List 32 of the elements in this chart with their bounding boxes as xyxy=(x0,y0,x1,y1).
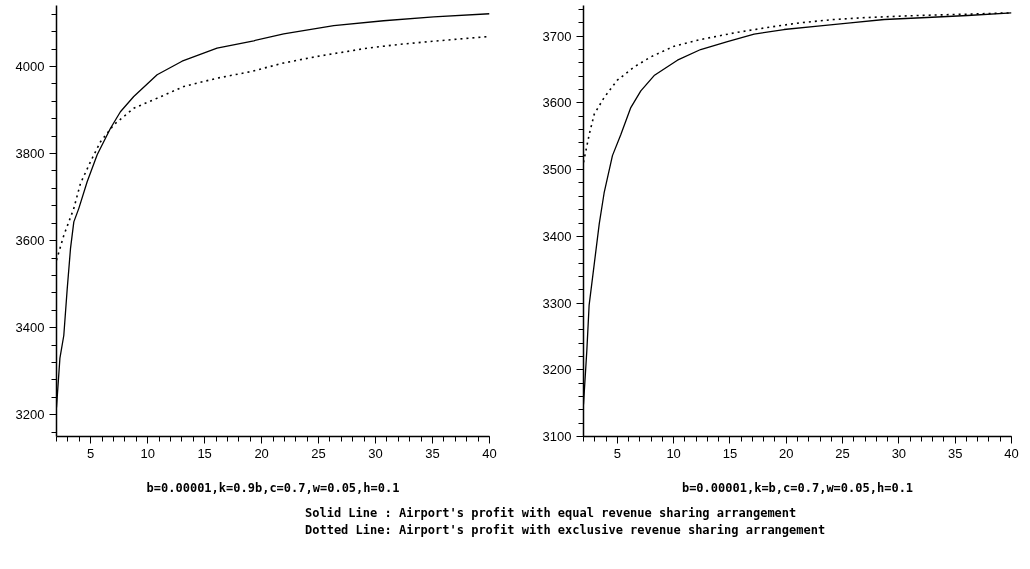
x-tick-label: 25 xyxy=(311,445,326,461)
y-tick-label: 3800 xyxy=(15,146,45,162)
y-tick-label: 3400 xyxy=(15,320,45,336)
y-tick-label: 4000 xyxy=(15,58,45,74)
y-tick-label: 3200 xyxy=(15,407,45,423)
text: Dotted Line: Airport's profit with exclusive revenue sharing arrangement xyxy=(305,523,826,537)
x-tick-label: 30 xyxy=(368,445,383,461)
y-tick-label: 3600 xyxy=(542,95,572,111)
y-tick-label: 3100 xyxy=(542,429,572,444)
x-tick-label: 30 xyxy=(891,445,907,461)
x-axis-title: b=0.00001,k=0.9b,c=0.7,w=0.05,h=0.1 xyxy=(146,480,400,495)
y-tick-label: 3400 xyxy=(542,228,572,244)
x-tick-label: 10 xyxy=(140,445,155,461)
x-tick-label: 20 xyxy=(779,445,794,461)
x-axis-title: b=0.00001,k=b,c=0.7,w=0.05,h=0.1 xyxy=(681,480,914,495)
y-tick-label: 3700 xyxy=(542,28,572,44)
x-tick-label: 20 xyxy=(254,445,269,461)
x-tick-label: 40 xyxy=(482,445,497,461)
y-tick-label: 3200 xyxy=(542,362,572,378)
y-tick-label: 3500 xyxy=(542,162,572,178)
x-tick-label: 15 xyxy=(197,445,212,461)
y-tick-label: 3300 xyxy=(542,295,572,311)
y-tick-label: 3600 xyxy=(15,233,45,249)
x-tick-label: 40 xyxy=(1004,445,1019,461)
x-tick-label: 35 xyxy=(425,445,440,461)
x-tick-label: 10 xyxy=(666,445,681,461)
x-tick-label: 5 xyxy=(87,445,95,461)
text: Solid Line : Airport's profit with equal revenue sharing arrangement xyxy=(305,506,797,520)
x-tick-label: 15 xyxy=(722,445,738,461)
x-tick-label: 5 xyxy=(613,445,621,461)
x-tick-label: 25 xyxy=(835,445,850,461)
x-tick-label: 35 xyxy=(947,445,963,461)
